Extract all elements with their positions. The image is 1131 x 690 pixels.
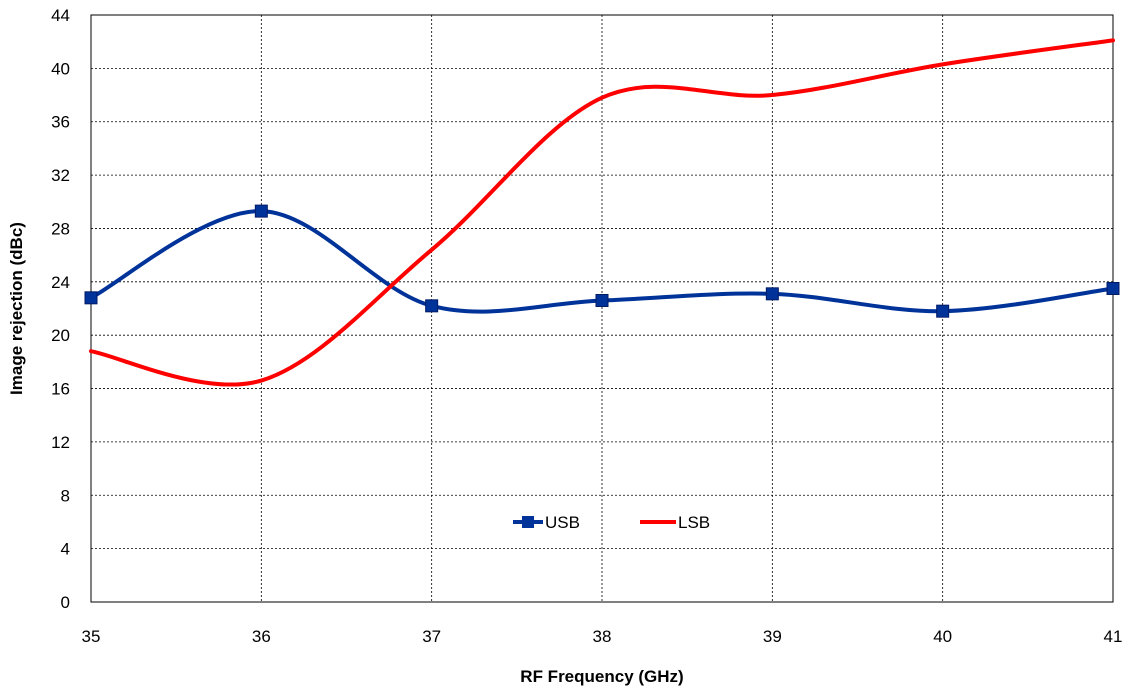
x-tick-label: 41 bbox=[1104, 627, 1123, 646]
data-point-usb bbox=[595, 293, 609, 307]
y-tick-label: 16 bbox=[51, 380, 70, 399]
data-point-usb bbox=[84, 291, 98, 305]
legend: USB LSB bbox=[513, 513, 710, 532]
y-axis-title: Image rejection (dBc) bbox=[7, 222, 26, 395]
y-tick-label: 4 bbox=[61, 540, 70, 559]
legend-usb-label: USB bbox=[545, 513, 580, 532]
x-tick-label: 39 bbox=[763, 627, 782, 646]
y-tick-label: 8 bbox=[61, 486, 70, 505]
legend-item-lsb: LSB bbox=[640, 513, 710, 532]
y-axis-ticks: 0 4 8 12 16 20 24 28 32 36 40 44 bbox=[51, 6, 70, 612]
y-tick-label: 0 bbox=[61, 593, 70, 612]
series-line-lsb bbox=[89, 38, 1115, 387]
y-tick-label: 20 bbox=[51, 326, 70, 345]
x-axis-title: RF Frequency (GHz) bbox=[520, 667, 683, 686]
series-lines bbox=[84, 38, 1120, 387]
data-point-usb bbox=[425, 299, 439, 313]
data-point-usb bbox=[936, 304, 950, 318]
x-tick-label: 40 bbox=[933, 627, 952, 646]
y-tick-label: 40 bbox=[51, 59, 70, 78]
y-tick-label: 44 bbox=[51, 6, 70, 25]
y-tick-label: 36 bbox=[51, 113, 70, 132]
x-tick-label: 37 bbox=[422, 627, 441, 646]
data-point-usb bbox=[254, 204, 268, 218]
x-tick-label: 35 bbox=[82, 627, 101, 646]
legend-lsb-label: LSB bbox=[678, 513, 710, 532]
y-tick-label: 12 bbox=[51, 433, 70, 452]
y-tick-label: 28 bbox=[51, 219, 70, 238]
x-tick-label: 38 bbox=[593, 627, 612, 646]
y-tick-label: 32 bbox=[51, 166, 70, 185]
legend-usb-marker bbox=[522, 516, 534, 528]
x-axis-ticks: 35 36 37 38 39 40 41 bbox=[82, 627, 1123, 646]
x-tick-label: 36 bbox=[252, 627, 271, 646]
data-point-usb bbox=[765, 287, 779, 301]
plot-area bbox=[90, 14, 1114, 603]
legend-item-usb: USB bbox=[513, 513, 580, 532]
y-tick-label: 24 bbox=[51, 273, 70, 292]
data-point-usb bbox=[1106, 281, 1120, 295]
